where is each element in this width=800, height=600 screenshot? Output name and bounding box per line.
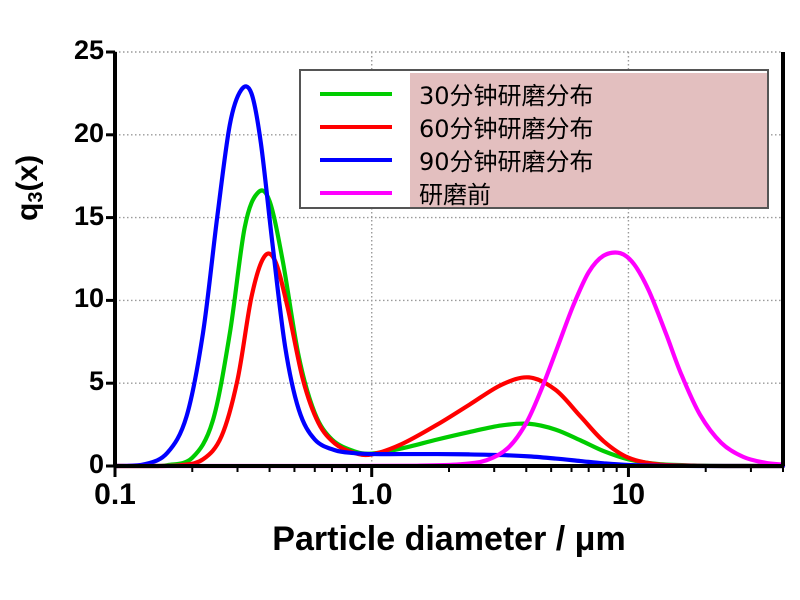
data-curves-group bbox=[112, 84, 786, 469]
y-tick-label: 0 bbox=[88, 449, 104, 479]
legend-item[interactable]: 60分钟研磨分布 bbox=[301, 110, 767, 143]
y-tick-label: 5 bbox=[88, 366, 104, 397]
legend-swatch-cell bbox=[301, 91, 410, 96]
x-axis-title: Particle diameter / μm bbox=[272, 520, 626, 558]
y-axis-title: q3(x) bbox=[11, 155, 47, 221]
x-tick-label: 10 bbox=[611, 478, 646, 511]
y-tick-label: 20 bbox=[73, 117, 104, 148]
x-tick-label: 0.1 bbox=[94, 478, 136, 511]
legend-item-label: 30分钟研磨分布 bbox=[419, 82, 594, 110]
legend-highlight-band bbox=[410, 73, 767, 207]
y-axis-title-subscript: 3 bbox=[25, 191, 47, 203]
legend-line-swatch bbox=[319, 91, 392, 96]
legend-line-swatch bbox=[319, 157, 392, 162]
y-axis-title-base: q bbox=[11, 202, 44, 221]
axis-ticks-group bbox=[106, 50, 784, 477]
legend-item-label: 研磨前 bbox=[419, 181, 491, 209]
legend-line-swatch bbox=[319, 124, 392, 129]
legend-line-swatch bbox=[319, 190, 392, 195]
x-tick-label: 1.0 bbox=[350, 478, 393, 511]
legend-item[interactable]: 30分钟研磨分布 bbox=[301, 77, 767, 110]
legend-item[interactable]: 研磨前 bbox=[301, 176, 767, 209]
legend-item-label: 90分钟研磨分布 bbox=[419, 148, 594, 176]
legend-item-label: 60分钟研磨分布 bbox=[419, 115, 594, 143]
y-tick-label: 10 bbox=[73, 283, 104, 314]
legend-swatch-cell bbox=[301, 157, 410, 162]
chart-legend[interactable]: 30分钟研磨分布 60分钟研磨分布 90分钟研磨分布 研磨前 bbox=[299, 69, 769, 209]
legend-item[interactable]: 90分钟研磨分布 bbox=[301, 143, 767, 176]
y-tick-label: 15 bbox=[73, 200, 104, 231]
y-tick-label: 25 bbox=[73, 35, 104, 65]
legend-swatch-cell bbox=[301, 124, 410, 129]
legend-swatch-cell bbox=[301, 190, 410, 195]
y-axis-title-tail: (x) bbox=[11, 154, 44, 192]
